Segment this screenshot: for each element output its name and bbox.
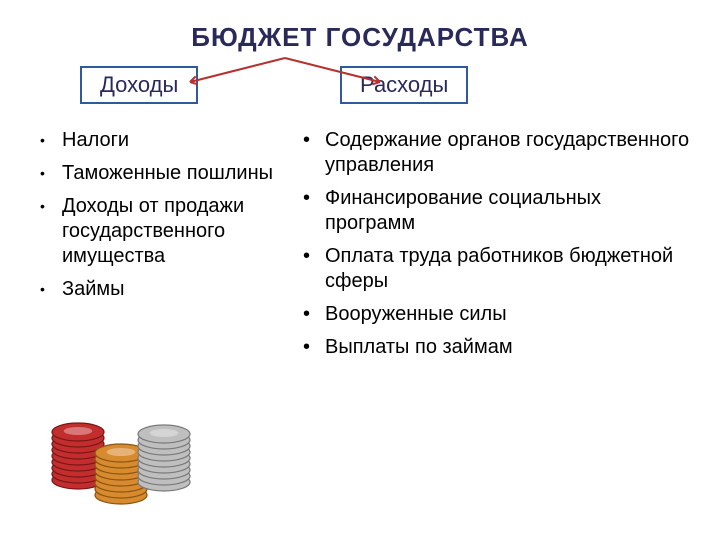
list-item: Финансирование социальных программ bbox=[303, 186, 693, 236]
list-item: Вооруженные силы bbox=[303, 302, 693, 327]
list-item: Налоги bbox=[40, 128, 290, 153]
expense-list: Содержание органов государственного упра… bbox=[303, 128, 693, 368]
list-item: Займы bbox=[40, 277, 290, 302]
list-item: Таможенные пошлины bbox=[40, 161, 290, 186]
income-list: Налоги Таможенные пошлины Доходы от продаж… bbox=[40, 128, 290, 310]
split-arrows bbox=[0, 0, 720, 120]
list-item: Содержание органов государственного упра… bbox=[303, 128, 693, 178]
list-item: Оплата труда работников бюджетной сферы bbox=[303, 244, 693, 294]
coins-icon bbox=[40, 400, 210, 520]
list-item: Выплаты по займам bbox=[303, 335, 693, 360]
list-item: Доходы от продажи государственного имуще… bbox=[40, 194, 290, 269]
